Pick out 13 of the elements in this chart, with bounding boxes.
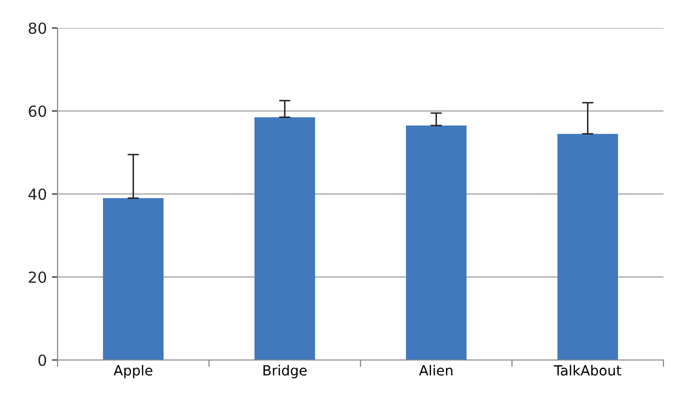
y-tick-label: 40 [28,188,46,200]
x-tick-label: Alien [419,364,452,376]
bar [557,134,618,360]
y-tick-label: 60 [28,105,46,118]
bar [254,117,316,360]
y-tick-label: 0 [38,354,46,366]
x-tick-label: Apple [114,364,152,378]
bar [406,126,467,360]
x-tick-label: TalkAbout [554,364,622,376]
y-tick-label: 20 [28,271,46,284]
x-tick-label: Bridge [263,364,307,378]
y-tick-label: 80 [28,22,46,34]
bar [102,198,164,360]
